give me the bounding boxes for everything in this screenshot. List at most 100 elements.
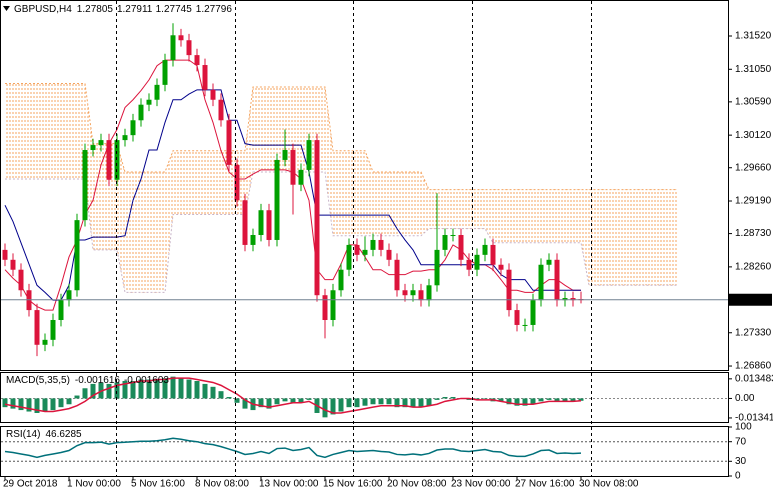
macd-bar xyxy=(306,398,312,400)
macd-bar xyxy=(50,398,56,411)
macd-bar xyxy=(578,398,584,401)
y-tick-label: 1.29660 xyxy=(735,162,772,173)
menu-triangle[interactable] xyxy=(3,6,10,11)
candle-body xyxy=(306,140,312,170)
candle-body xyxy=(10,259,16,270)
y-tick-label: 1.29190 xyxy=(735,196,772,207)
x-tick-label: 23 Nov 00:00 xyxy=(451,479,511,490)
cloud-fill xyxy=(69,83,77,180)
macd-bar xyxy=(410,398,416,408)
macd-bar xyxy=(42,398,48,412)
macd-bar xyxy=(370,398,376,405)
cloud-fill xyxy=(381,171,389,236)
macd-bar xyxy=(538,398,544,402)
candle-body xyxy=(34,310,40,345)
macd-bar xyxy=(290,398,296,403)
cloud-fill xyxy=(61,83,69,180)
macd-value: -0.001616 xyxy=(75,375,120,386)
macd-bar xyxy=(210,386,216,399)
macd-panel xyxy=(0,372,729,423)
macd-bar xyxy=(130,380,136,399)
macd-bar xyxy=(138,379,144,399)
x-tick-label: 20 Nov 08:00 xyxy=(387,479,447,490)
macd-bar xyxy=(66,398,72,405)
cloud-fill xyxy=(5,83,13,180)
candle-body xyxy=(354,244,360,255)
signal-line xyxy=(4,377,582,414)
cloud-fill xyxy=(389,171,397,236)
y-tick-label: 1.30120 xyxy=(735,130,772,141)
candle-body xyxy=(210,89,216,100)
macd-bar xyxy=(386,398,392,405)
cloud-fill xyxy=(365,150,373,236)
cloud-fill xyxy=(261,86,269,172)
y-tick-label: 30 xyxy=(735,456,747,467)
cloud-fill xyxy=(509,189,517,243)
cloud-fill xyxy=(429,189,437,229)
span-b xyxy=(5,171,677,293)
candle-body xyxy=(202,65,208,90)
cloud-fill xyxy=(13,83,21,180)
candle-body xyxy=(530,300,536,325)
candle-body xyxy=(418,290,424,301)
candle-body xyxy=(66,290,72,301)
macd-bar xyxy=(234,398,240,403)
cloud-fill xyxy=(333,150,341,236)
cloud-fill xyxy=(93,143,101,250)
cloud-fill xyxy=(181,150,189,215)
x-tick-label: 8 Nov 08:00 xyxy=(195,479,249,490)
macd-bar xyxy=(282,398,288,402)
candle-body xyxy=(42,339,48,345)
rsi-panel xyxy=(0,426,729,477)
cloud-fill xyxy=(445,189,453,229)
macd-bar xyxy=(322,398,328,418)
candle-body xyxy=(570,298,576,301)
cloud-fill xyxy=(421,171,429,236)
macd-bar xyxy=(186,379,192,399)
rsi-header: RSI(14) 46.6285 xyxy=(6,429,82,440)
candle-body xyxy=(314,140,320,296)
candle-body xyxy=(122,135,128,141)
candle-body xyxy=(170,35,176,61)
x-tick-label: 13 Nov 00:00 xyxy=(259,479,319,490)
candle-body xyxy=(2,249,8,260)
macd-bar xyxy=(450,396,456,399)
y-tick-label: 1.26860 xyxy=(735,361,772,372)
cloud-fill xyxy=(53,83,61,180)
macd-bar xyxy=(202,383,208,399)
cloud-fill xyxy=(469,189,477,229)
cloud-fill xyxy=(525,189,533,243)
candle-body xyxy=(250,235,256,245)
candle-body xyxy=(522,324,528,326)
macd-bar xyxy=(90,383,96,399)
candle-body xyxy=(458,235,464,260)
cloud-fill xyxy=(565,189,573,243)
last-open: 1.27805 xyxy=(77,4,114,15)
macd-bar xyxy=(434,398,440,400)
cloud-fill xyxy=(653,189,661,286)
macd-bar xyxy=(242,398,248,409)
macd-bar xyxy=(274,398,280,405)
cloud-fill xyxy=(437,189,445,229)
frames xyxy=(0,0,729,477)
cloud-fill xyxy=(125,171,133,293)
macd-bar xyxy=(154,379,160,399)
macd-bar xyxy=(506,398,512,405)
cloud-fill xyxy=(613,189,621,286)
macd-bar xyxy=(426,398,432,406)
cloud-fill xyxy=(461,189,469,229)
candle-body xyxy=(290,150,296,185)
cloud-fill xyxy=(589,189,597,286)
last-low: 1.27745 xyxy=(156,4,193,15)
macd-bar xyxy=(418,398,424,408)
candle-body xyxy=(162,60,168,85)
macd-bar xyxy=(162,378,168,399)
macd-bar xyxy=(482,398,488,399)
candle-body xyxy=(82,150,88,221)
cloud-fill xyxy=(661,189,669,286)
candle-body xyxy=(562,298,568,301)
macd-bar xyxy=(378,398,384,405)
candle-body xyxy=(450,235,456,237)
macd-bar xyxy=(402,398,408,408)
candle-body xyxy=(146,99,152,105)
